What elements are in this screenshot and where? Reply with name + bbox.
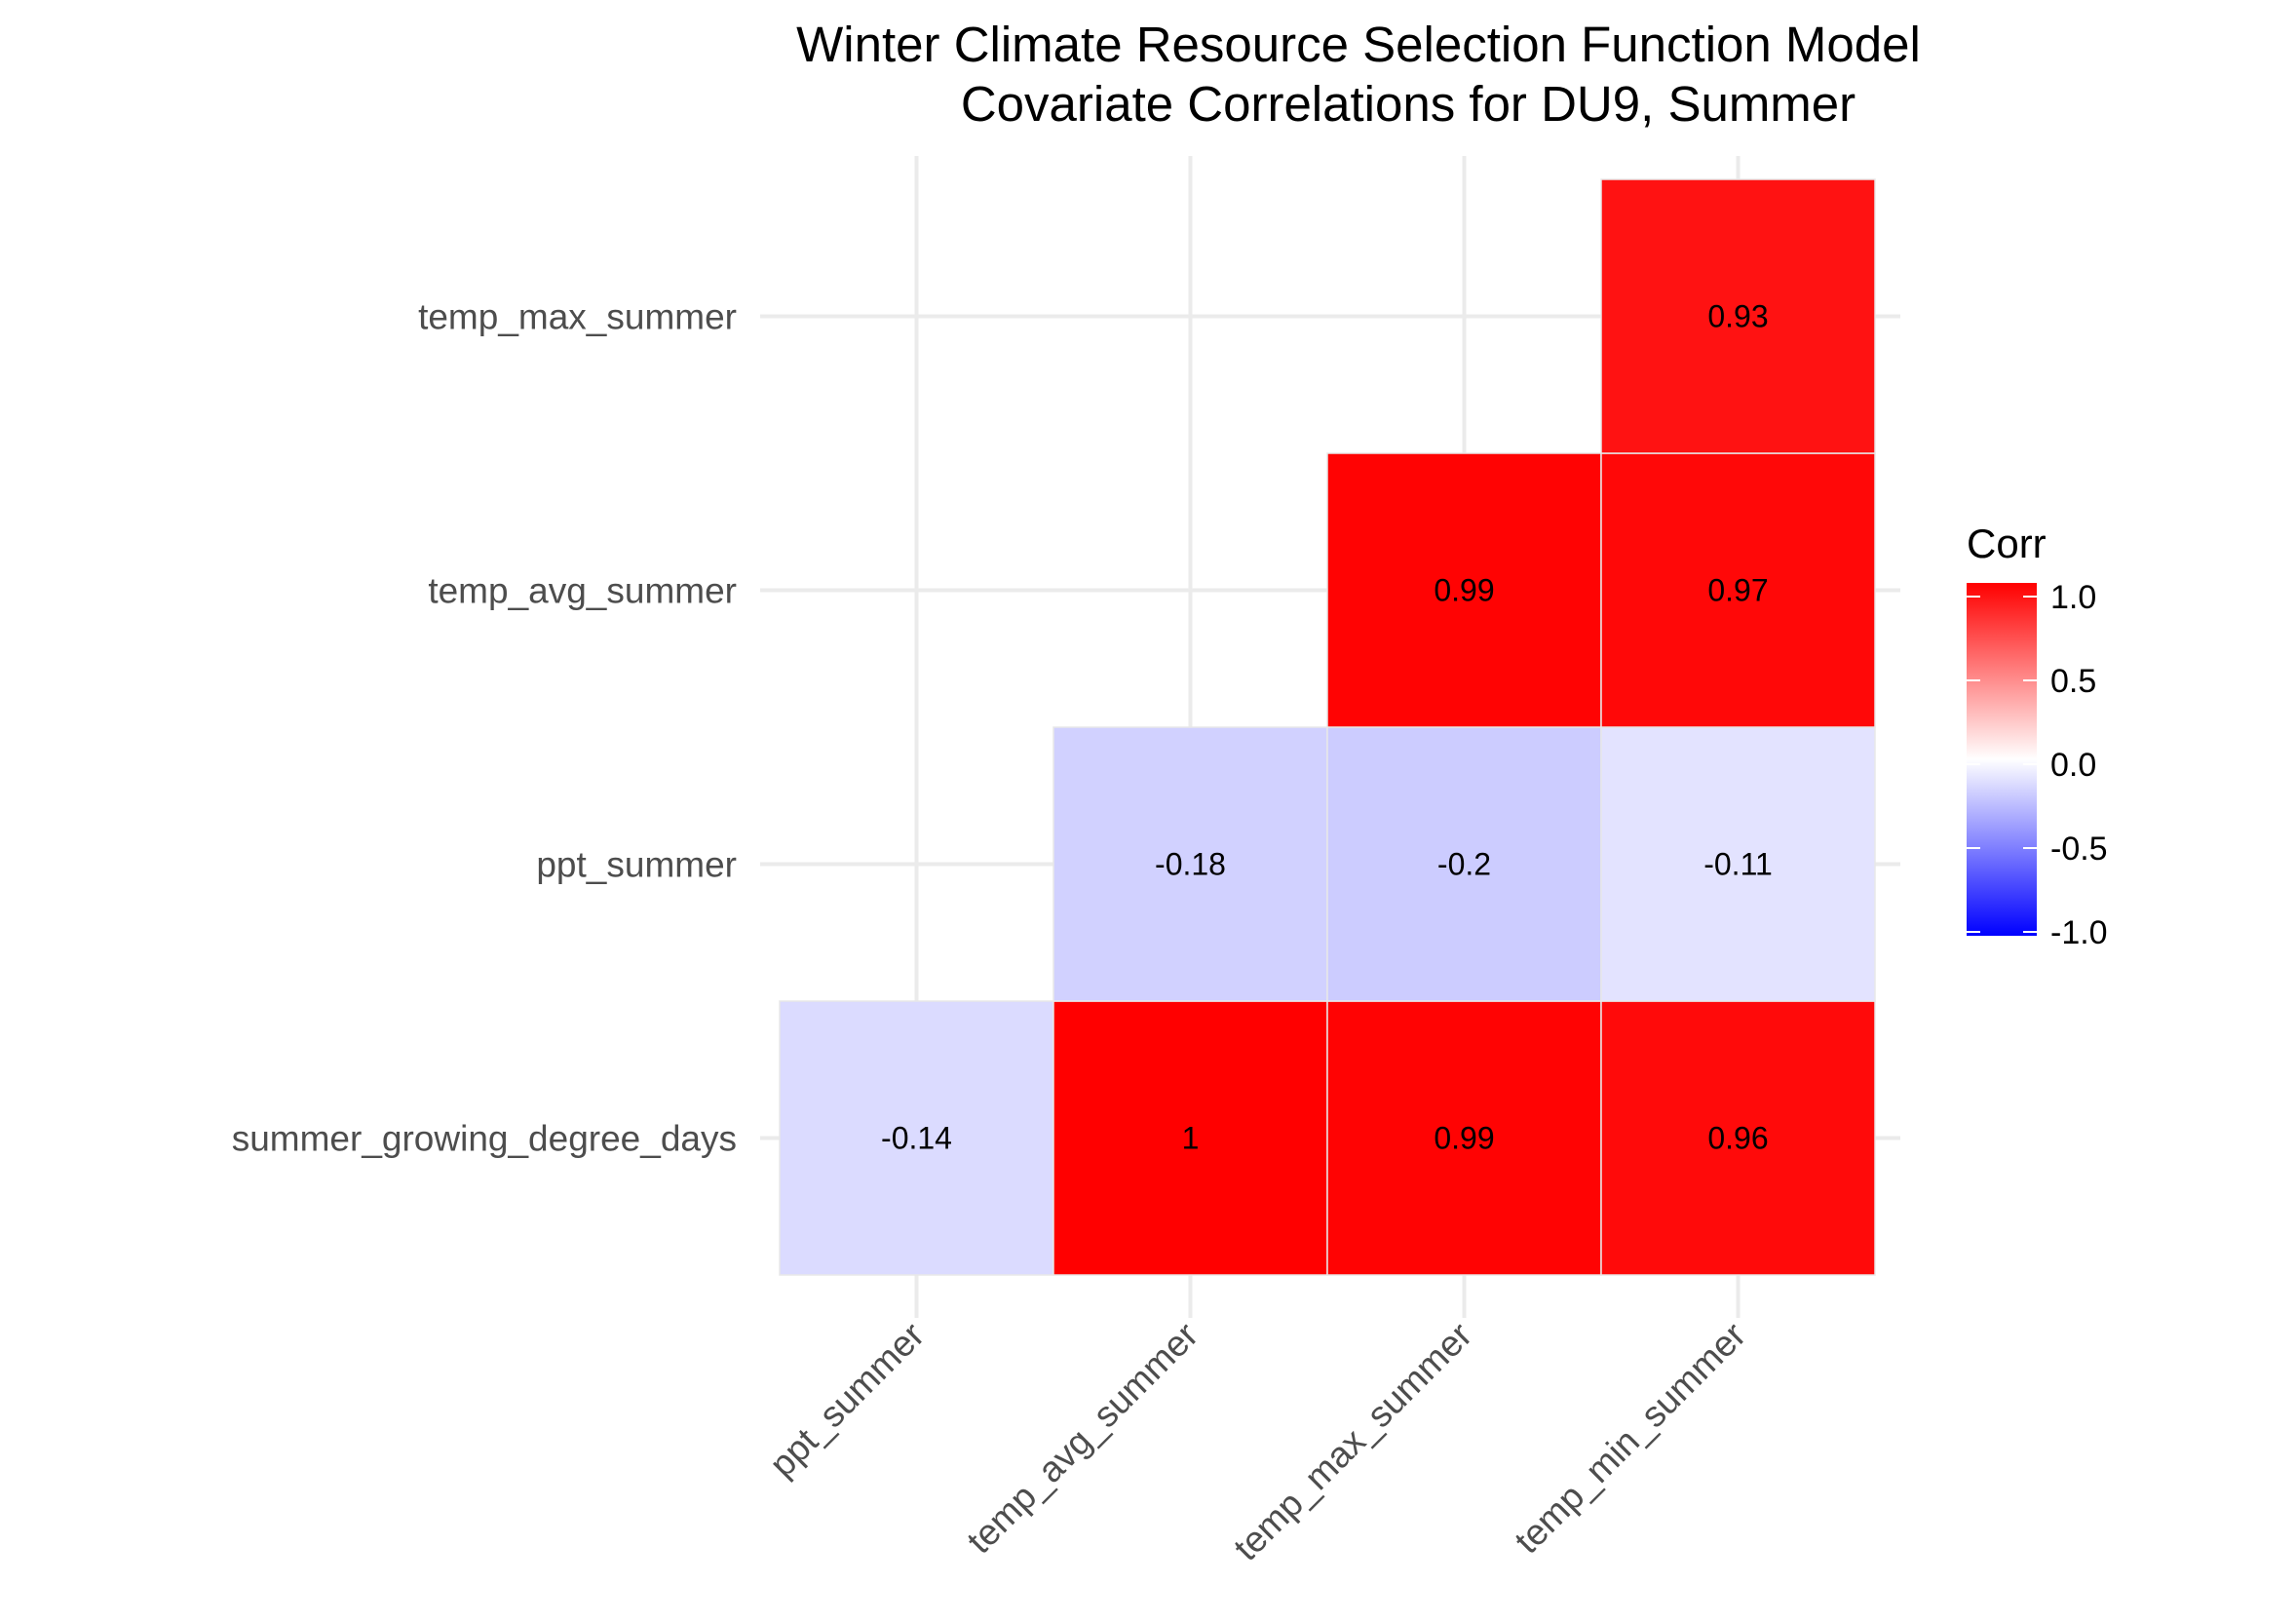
cell-value-label: 1: [1182, 1121, 1200, 1156]
chart-title: Winter Climate Resource Selection Functi…: [796, 17, 1921, 72]
y-tick-label: temp_max_summer: [418, 297, 737, 337]
heatmap-cell-labels: -0.14 1 0.99 0.96 -0.18 -0.2 -0.11 0.99 0.97 0.93: [881, 299, 1773, 1156]
heatmap-cell: [1326, 1000, 1602, 1276]
y-tick-label: temp_avg_summer: [428, 571, 737, 611]
legend-colorbar: [1967, 583, 2037, 936]
legend: Corr 1.0 0.5 0.0 -0.5 -1.0: [1967, 521, 2108, 951]
legend-tick-label: 0.5: [2050, 663, 2096, 700]
legend-tick-label: -0.5: [2050, 831, 2108, 868]
y-tick-label: summer_growing_degree_days: [232, 1119, 737, 1159]
heatmap-cell: [1600, 452, 1876, 728]
cell-value-label: -0.11: [1703, 847, 1773, 882]
y-axis: summer_growing_degree_days ppt_summer temp…: [232, 297, 737, 1159]
cell-value-label: -0.18: [1155, 847, 1226, 882]
legend-tick-label: 0.0: [2050, 747, 2096, 784]
heatmap-cell: [1600, 1000, 1876, 1276]
heatmap-cell: [1052, 1000, 1328, 1276]
heatmap-cell: [1600, 178, 1876, 454]
heatmap-cell: [1052, 726, 1328, 1002]
heatmap-cells: [779, 178, 1876, 1276]
heatmap-cell: [1326, 726, 1602, 1002]
legend-title: Corr: [1967, 521, 2047, 566]
cell-value-label: 0.99: [1434, 1121, 1494, 1156]
heatmap-cell: [1600, 726, 1876, 1002]
heatmap-cell: [779, 1000, 1054, 1276]
cell-value-label: 0.93: [1707, 299, 1768, 334]
y-tick-label: ppt_summer: [536, 845, 737, 885]
cell-value-label: 0.99: [1434, 573, 1494, 608]
legend-tick-label: -1.0: [2050, 914, 2108, 951]
legend-tick-label: 1.0: [2050, 579, 2096, 616]
legend-ticks: 1.0 0.5 0.0 -0.5 -1.0: [1967, 579, 2108, 951]
chart-subtitle: Covariate Correlations for DU9, Summer: [961, 76, 1856, 132]
cell-value-label: -0.2: [1437, 847, 1491, 882]
cell-value-label: 0.97: [1707, 573, 1768, 608]
cell-value-label: -0.14: [881, 1121, 952, 1156]
cell-value-label: 0.96: [1707, 1121, 1768, 1156]
